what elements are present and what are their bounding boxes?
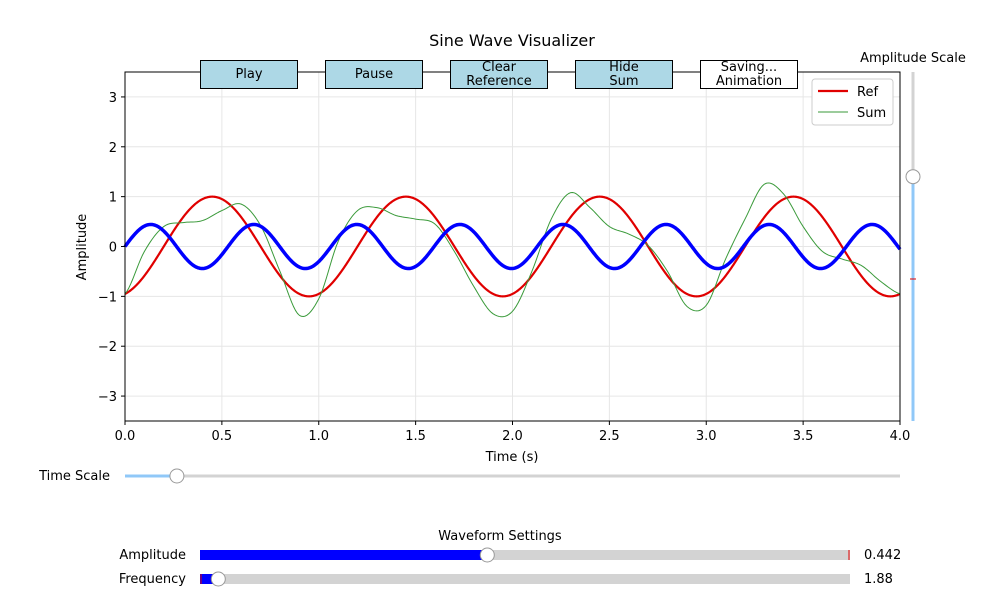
x-tick-label: 2.0 xyxy=(502,429,523,444)
save-animation-label-line2: Animation xyxy=(715,73,783,89)
series-line-main xyxy=(123,222,902,271)
clear-reference-label-line2: Reference xyxy=(466,73,532,89)
amplitude-scale-label: Amplitude Scale xyxy=(860,51,966,66)
x-tick-label: 1.0 xyxy=(308,429,329,444)
y-tick-label: −2 xyxy=(98,340,117,355)
hide-sum-label-line1: Hide xyxy=(609,59,639,75)
legend: Ref Sum xyxy=(811,78,894,126)
y-tick-label: −1 xyxy=(98,290,117,305)
pause-button[interactable]: Pause xyxy=(325,60,423,89)
x-tick-label: 3.0 xyxy=(696,429,717,444)
clear-reference-label: Clear Reference xyxy=(466,59,532,89)
x-axis-label: Time (s) xyxy=(485,450,539,465)
y-axis-label: Amplitude xyxy=(75,214,90,281)
x-tick-label: 0.0 xyxy=(115,429,136,444)
pause-button-label: Pause xyxy=(354,66,394,82)
frequency-value: 1.88 xyxy=(864,572,893,587)
series-line-sum xyxy=(124,182,901,318)
frequency-slider-label: Frequency xyxy=(119,572,186,587)
settings-title: Waveform Settings xyxy=(438,529,562,544)
y-tick-label: 0 xyxy=(109,241,117,256)
amplitude-slider-handle[interactable] xyxy=(479,547,495,563)
clear-reference-label-line1: Clear xyxy=(482,59,516,75)
frequency-slider-track[interactable] xyxy=(200,574,850,584)
y-tick-label: 1 xyxy=(109,191,117,206)
hide-sum-label: Hide Sum xyxy=(609,59,639,89)
frequency-slider-handle[interactable] xyxy=(210,571,226,587)
amplitude-slider-track[interactable] xyxy=(200,550,850,560)
x-tick-label: 4.0 xyxy=(890,429,911,444)
x-tick-label: 3.5 xyxy=(793,429,814,444)
legend-ref-label: Ref xyxy=(857,85,878,100)
hide-sum-button[interactable]: Hide Sum xyxy=(575,60,673,89)
amplitude-scale-handle[interactable] xyxy=(905,169,921,185)
frequency-slider-fill xyxy=(200,574,219,584)
y-tick-label: 2 xyxy=(109,141,117,156)
play-button[interactable]: Play xyxy=(200,60,298,89)
amplitude-value: 0.442 xyxy=(864,548,901,563)
legend-sum-label: Sum xyxy=(857,106,886,121)
save-animation-label: Saving... Animation xyxy=(715,59,783,89)
clear-reference-button[interactable]: Clear Reference xyxy=(450,60,548,89)
y-tick-label: −3 xyxy=(98,390,117,405)
time-scale-handle[interactable] xyxy=(169,468,185,484)
save-animation-label-line1: Saving... xyxy=(720,59,778,75)
x-tick-label: 1.5 xyxy=(405,429,426,444)
x-tick-label: 2.5 xyxy=(599,429,620,444)
series-line-ref xyxy=(124,195,901,298)
save-animation-button[interactable]: Saving... Animation xyxy=(700,60,798,89)
chart-title: Sine Wave Visualizer xyxy=(429,31,595,50)
play-button-label: Play xyxy=(235,66,263,82)
x-tick-label: 0.5 xyxy=(212,429,233,444)
amplitude-slider-fill xyxy=(200,550,488,560)
hide-sum-label-line2: Sum xyxy=(609,73,639,89)
time-scale-label: Time Scale xyxy=(38,469,110,484)
y-tick-label: 3 xyxy=(109,91,117,106)
amplitude-slider-label: Amplitude xyxy=(119,548,186,563)
